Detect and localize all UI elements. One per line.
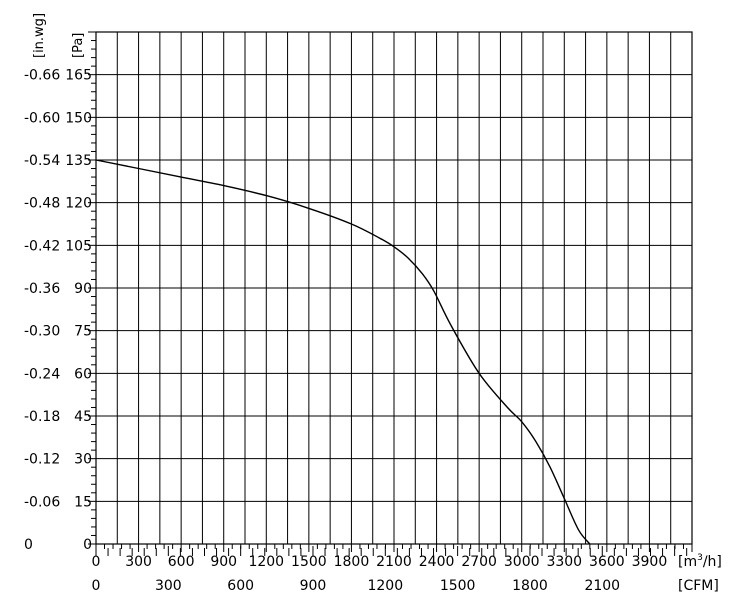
x-tick-label-cfm: 300 <box>155 578 182 594</box>
x-tick-label-cfm: 600 <box>227 578 254 594</box>
y-tick-label-inwg: -0.54 <box>24 153 60 169</box>
plot-frame <box>95 31 693 545</box>
y-tick-label-pa: 60 <box>74 366 92 382</box>
x-unit-cfm: [CFM] <box>678 578 719 594</box>
x-tick-label-m3h: 1200 <box>248 554 284 570</box>
y-tick-label-inwg: -0.18 <box>24 409 60 425</box>
y-tick-label-inwg: -0.12 <box>24 452 60 468</box>
x-tick-label-m3h: 900 <box>210 554 237 570</box>
y-tick-label-inwg: -0.60 <box>24 110 60 126</box>
y-tick-label-inwg: 0 <box>24 537 33 553</box>
x-tick-label-m3h: 3600 <box>589 554 625 570</box>
x-tick-label-m3h: 3300 <box>546 554 582 570</box>
x-tick-label-cfm: 0 <box>92 578 101 594</box>
y-tick-label-pa: 15 <box>74 494 92 510</box>
y-tick-label-pa: 75 <box>74 324 92 340</box>
x-unit-m3h: [m3/h] <box>678 553 722 570</box>
x-tick-label-m3h: 1500 <box>291 554 327 570</box>
x-tick-label-cfm: 900 <box>300 578 327 594</box>
x-tick-label-m3h: 2700 <box>461 554 497 570</box>
y-tick-label-pa: 120 <box>65 196 92 212</box>
y-tick-label-pa: 45 <box>74 409 92 425</box>
y-tick-label-pa: 90 <box>74 281 92 297</box>
x-tick-label-m3h: 1800 <box>334 554 370 570</box>
y-tick-label-inwg: -0.06 <box>24 494 60 510</box>
y-tick-label-pa: 105 <box>65 238 92 254</box>
minor-ticks <box>88 31 693 556</box>
x-tick-label-m3h: 600 <box>168 554 195 570</box>
y-tick-label-pa: 150 <box>65 110 92 126</box>
x-tick-label-cfm: 1200 <box>367 578 403 594</box>
grid-lines <box>96 32 692 544</box>
y-tick-label-inwg: -0.24 <box>24 366 60 382</box>
x-tick-label-cfm: 2100 <box>584 578 620 594</box>
y-tick-label-inwg: -0.36 <box>24 281 60 297</box>
x-tick-label-cfm: 1500 <box>440 578 476 594</box>
x-tick-label-m3h: 300 <box>125 554 152 570</box>
y-tick-label-inwg: -0.66 <box>24 68 60 84</box>
y-tick-label-pa: 165 <box>65 68 92 84</box>
y-unit-inwg: [in.wg] <box>32 13 47 58</box>
y-tick-label-inwg: -0.30 <box>24 324 60 340</box>
fan-curve-line <box>95 159 591 545</box>
x-tick-label-m3h: 0 <box>92 554 101 570</box>
x-tick-label-cfm: 1800 <box>512 578 548 594</box>
x-tick-label-m3h: 2400 <box>419 554 455 570</box>
y-tick-label-pa: 135 <box>65 153 92 169</box>
x-tick-label-m3h: 3000 <box>504 554 540 570</box>
y-tick-label-pa: 30 <box>74 452 92 468</box>
y-tick-label-pa: 0 <box>83 537 92 553</box>
y-tick-label-inwg: -0.42 <box>24 238 60 254</box>
y-unit-pa: [Pa] <box>71 33 86 58</box>
x-tick-label-m3h: 2100 <box>376 554 412 570</box>
y-tick-label-inwg: -0.48 <box>24 196 60 212</box>
x-tick-labels: 0 300 600 900 1200 1500 1800 2100 2400 2700 3000 33… <box>92 554 668 594</box>
y-tick-labels: 0015-0.0630-0.1245-0.1860-0.2475-0.3090-… <box>24 68 92 553</box>
x-tick-label-m3h: 3900 <box>632 554 668 570</box>
